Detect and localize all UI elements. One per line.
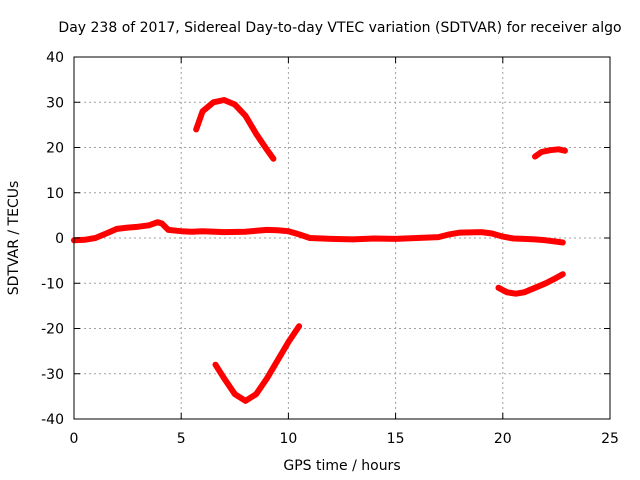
series-main	[71, 219, 566, 246]
y-tick-label: -10	[41, 276, 64, 292]
y-tick-label: -30	[41, 367, 64, 383]
chart-title: Day 238 of 2017, Sidereal Day-to-day VTE…	[58, 20, 621, 36]
data-series-group	[71, 97, 568, 404]
y-tick-label: 10	[46, 186, 64, 202]
series-arc-lower-2	[495, 271, 566, 297]
axis-ticks: 0 5 10 15 20 25 -40 -30 -20 -10 0 10 20 30 40	[41, 50, 619, 447]
x-axis-label: GPS time / hours	[283, 458, 400, 474]
x-tick-label: 0	[70, 431, 79, 447]
y-tick-label: 30	[46, 95, 64, 111]
y-tick-label: -20	[41, 322, 64, 338]
y-tick-label: 0	[55, 231, 64, 247]
y-tick-label: 40	[46, 50, 64, 66]
x-tick-label: 25	[601, 431, 619, 447]
y-tick-label: 20	[46, 141, 64, 157]
x-tick-label: 5	[177, 431, 186, 447]
x-tick-label: 15	[387, 431, 405, 447]
y-tick-label: -40	[41, 412, 64, 428]
series-arc-lower-1	[212, 323, 303, 404]
series-arc-upper-2	[532, 146, 568, 160]
x-tick-label: 10	[279, 431, 297, 447]
y-axis-label: SDTVAR / TECUs	[6, 181, 22, 296]
series-arc-upper-1	[193, 97, 277, 162]
x-tick-label: 20	[494, 431, 512, 447]
